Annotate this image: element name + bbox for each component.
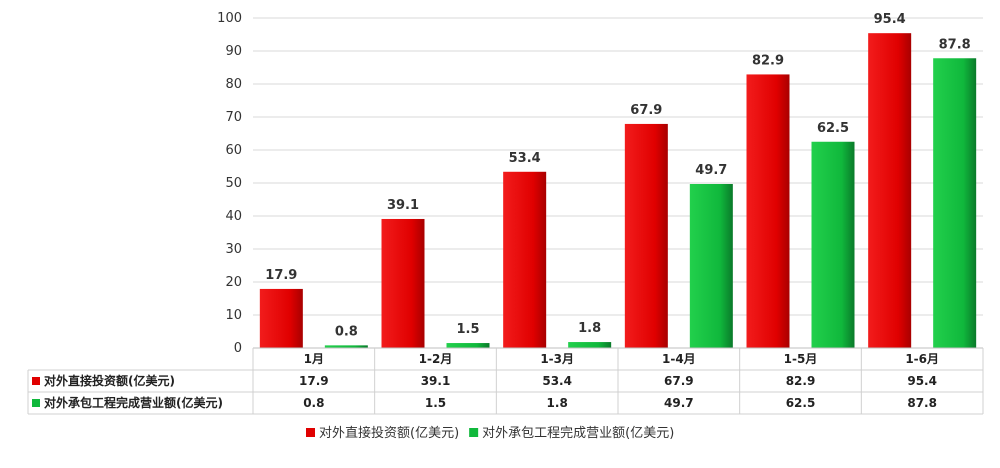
- y-tick-label: 60: [225, 143, 242, 158]
- data-label: 39.1: [387, 198, 419, 213]
- data-table: 1月 17.9 0.8 1-2月 39.1 1.5 1-3月 53.4 1.8 1-4月 67.9 4…: [27, 347, 984, 415]
- table-cell: 87.8: [907, 396, 937, 410]
- table-cell: 39.1: [421, 374, 451, 388]
- data-label: 1.8: [578, 321, 601, 336]
- table-cell: 82.9: [786, 374, 816, 388]
- table-cell: 1.5: [425, 396, 446, 410]
- table-cell: 0.8: [303, 396, 324, 410]
- y-tick-label: 100: [217, 11, 242, 26]
- table-cell: 1.8: [547, 396, 568, 410]
- bar: [503, 171, 547, 348]
- bar: [381, 218, 425, 348]
- x-tick-label: 1-5月: [784, 352, 818, 366]
- bar: [624, 123, 668, 349]
- x-tick-label: 1-2月: [419, 352, 453, 366]
- data-label: 67.9: [630, 103, 662, 118]
- table-row-swatch: [32, 399, 40, 407]
- x-tick-label: 1-6月: [905, 352, 939, 366]
- data-label: 82.9: [752, 53, 784, 68]
- y-tick-label: 50: [225, 176, 242, 191]
- data-labels: 17.9 0.8 39.1 1.5 53.4 1.8 67.9 49.7 82.9 62.5 95.…: [265, 12, 970, 339]
- y-tick-label: 70: [225, 110, 242, 125]
- table-cell: 67.9: [664, 374, 694, 388]
- legend: 对外直接投资额(亿美元) 对外承包工程完成营业额(亿美元): [306, 425, 674, 441]
- y-tick-label: 80: [225, 77, 242, 92]
- y-tick-label: 10: [225, 308, 242, 323]
- table-cell: 62.5: [786, 396, 816, 410]
- x-tick-label: 1-4月: [662, 352, 696, 366]
- legend-swatch: [306, 428, 315, 437]
- data-label: 95.4: [874, 12, 906, 27]
- table-cell: 53.4: [542, 374, 572, 388]
- y-axis: 0 10 20 30 40 50 60 70 80 90 100: [217, 11, 242, 356]
- data-label: 17.9: [265, 268, 297, 283]
- bar: [259, 288, 303, 348]
- bar: [868, 33, 912, 349]
- legend-swatch: [469, 428, 479, 437]
- y-tick-label: 40: [225, 209, 242, 224]
- bar: [689, 183, 733, 348]
- data-label: 53.4: [509, 151, 541, 166]
- table-row-label: 对外直接投资额(亿美元): [44, 373, 175, 388]
- table-cell: 95.4: [907, 374, 937, 388]
- bar: [811, 141, 855, 348]
- data-label: 49.7: [695, 163, 727, 178]
- gridlines: [253, 17, 983, 349]
- x-tick-label: 1月: [304, 352, 324, 366]
- y-tick-label: 0: [234, 341, 242, 356]
- legend-label: 对外承包工程完成营业额(亿美元): [482, 426, 674, 441]
- data-label: 0.8: [335, 324, 358, 339]
- data-label: 62.5: [817, 121, 849, 136]
- bar: [446, 343, 490, 348]
- y-tick-label: 90: [225, 44, 242, 59]
- bar: [933, 58, 977, 348]
- data-label: 87.8: [939, 37, 971, 52]
- y-tick-label: 30: [225, 242, 242, 257]
- bars: [259, 33, 977, 349]
- table-cell: 49.7: [664, 396, 694, 410]
- x-tick-label: 1-3月: [540, 352, 574, 366]
- legend-label: 对外直接投资额(亿美元): [319, 425, 459, 441]
- bar: [568, 342, 612, 348]
- table-row-swatch: [32, 377, 40, 385]
- data-label: 1.5: [456, 322, 479, 337]
- y-tick-label: 20: [225, 275, 242, 290]
- bar: [324, 345, 368, 348]
- table-cell: 17.9: [299, 374, 329, 388]
- table-row-label: 对外承包工程完成营业额(亿美元): [44, 395, 223, 410]
- bar: [746, 74, 790, 349]
